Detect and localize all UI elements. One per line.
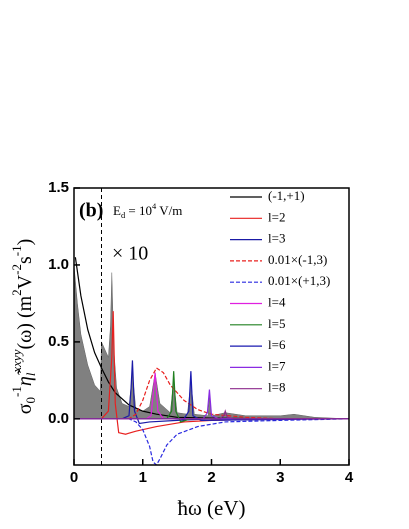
text-part: V/m (156, 203, 182, 218)
series-line (74, 367, 349, 420)
x-tick-label: 2 (207, 469, 215, 486)
legend-label: (-1,+1) (268, 188, 305, 203)
series-line (74, 257, 349, 420)
legend-label: l=4 (268, 294, 286, 309)
text-part: (ω) (m (14, 295, 36, 349)
legend-label: 0.01×(-1,3) (268, 252, 327, 267)
legend-label: 0.01×(+1,3) (268, 273, 330, 288)
y-axis-label: σ0-1η̃lxxyy(ω) (m2V-2s-1) (9, 239, 38, 415)
x-axis-label: ħω (eV) (177, 496, 245, 520)
series-line (74, 409, 349, 420)
x-tick-label: 4 (345, 469, 354, 486)
text-part: l (23, 372, 38, 376)
legend-label: l=2 (268, 209, 285, 224)
text-part: s (14, 256, 36, 264)
y-tick-label: 1.0 (48, 256, 69, 273)
text-part: E (113, 203, 121, 218)
text-part: σ (14, 403, 36, 414)
legend-label: l=6 (268, 337, 286, 352)
text-part: 4 (152, 201, 157, 211)
panel-label: (b) (79, 200, 103, 222)
plot-frame (73, 187, 350, 466)
legend-label: l=7 (268, 358, 286, 373)
legend-label: l=3 (268, 231, 285, 246)
legend-label: l=5 (268, 316, 285, 331)
y-tick-label: 0.5 (48, 333, 69, 350)
text-part: 0 (23, 397, 38, 404)
text-part: 2 (9, 289, 24, 296)
text-part: -1 (9, 245, 24, 256)
legend-label: l=8 (268, 380, 285, 395)
scaled-area (74, 264, 349, 420)
text-part: d (121, 210, 126, 220)
text-part: -2 (9, 264, 24, 275)
scale-label: × 10 (112, 243, 148, 265)
x-tick-label: 0 (70, 469, 78, 486)
text-part: ) (14, 239, 36, 246)
y-tick-label: 1.5 (48, 179, 69, 196)
text-part: = 10 (125, 203, 152, 218)
y-tick-label: 0.0 (48, 410, 69, 427)
annotation: Ed = 104 V/m (113, 201, 182, 220)
text-part: xxyy (9, 349, 24, 373)
plot-area (74, 188, 349, 465)
text-part: -1 (9, 386, 24, 397)
series-line (74, 418, 349, 465)
x-tick-label: 1 (139, 469, 147, 486)
x-tick-label: 3 (276, 469, 284, 486)
text-part: V (14, 274, 36, 289)
